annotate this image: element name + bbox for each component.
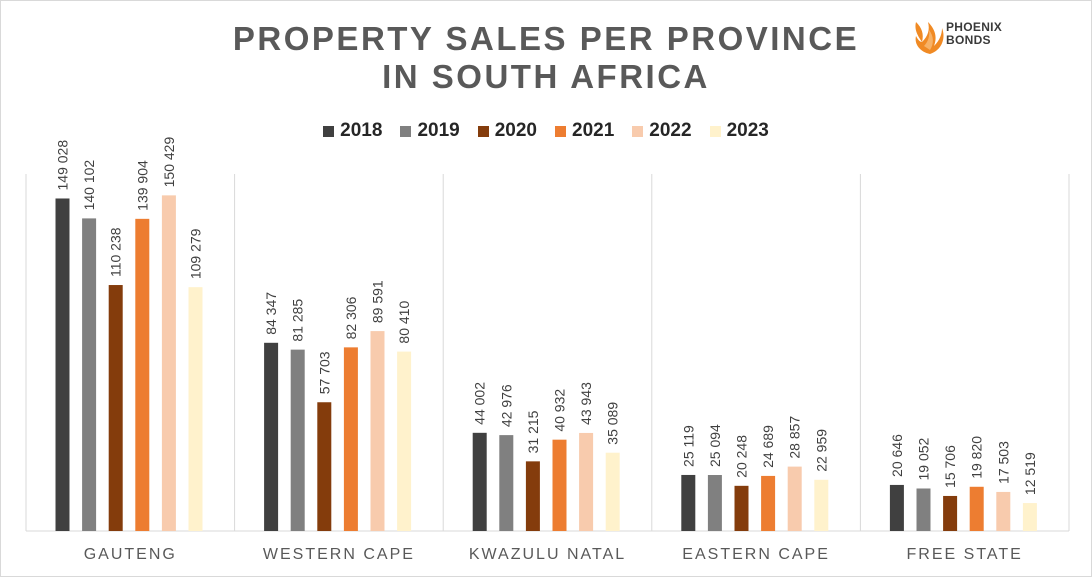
legend-swatch-2020 — [477, 125, 489, 137]
data-label: 22 959 — [813, 429, 829, 472]
chart-title: PROPERTY SALES PER PROVINCE IN SOUTH AFR… — [0, 20, 1092, 96]
legend-swatch-2023 — [709, 125, 721, 137]
data-label: 109 279 — [188, 228, 204, 279]
legend-item-2019: 2019 — [400, 120, 460, 142]
bar-2020-gauteng — [108, 285, 123, 531]
bar-2022-western-cape — [370, 331, 385, 531]
data-label: 17 503 — [995, 441, 1011, 484]
legend-swatch-2021 — [555, 125, 566, 137]
category-label: GAUTENG — [84, 546, 177, 563]
bar-2022-eastern-cape — [787, 466, 802, 531]
bar-2021-free-state — [969, 486, 984, 531]
data-label: 40 932 — [552, 389, 568, 432]
bar-2020-free-state — [943, 495, 958, 531]
data-label: 25 119 — [680, 425, 696, 467]
bar-2019-kwazulu-natal — [499, 435, 514, 531]
chart-legend: 2018 2019 2020 2021 2022 2023 — [0, 120, 1092, 142]
legend-item-2020: 2020 — [477, 120, 537, 142]
bar-2021-kwazulu-natal — [552, 439, 567, 531]
category-label: WESTERN CAPE — [263, 546, 415, 563]
data-label: 81 285 — [290, 299, 306, 342]
legend-item-2023: 2023 — [709, 120, 769, 142]
bar-2020-kwazulu-natal — [525, 461, 540, 531]
bar-2019-gauteng — [82, 218, 97, 532]
bar-2019-western-cape — [290, 349, 305, 531]
legend-swatch-2019 — [400, 125, 412, 137]
legend-label-2021: 2021 — [572, 120, 615, 141]
bar-2022-free-state — [996, 491, 1011, 531]
data-label: 82 306 — [343, 296, 359, 339]
bar-2021-gauteng — [135, 218, 150, 531]
data-label: 25 094 — [707, 424, 723, 467]
legend-label-2020: 2020 — [494, 120, 537, 141]
legend-label-2018: 2018 — [340, 120, 383, 141]
bar-2023-gauteng — [188, 287, 203, 531]
data-label: 28 857 — [787, 416, 803, 459]
data-label: 15 706 — [942, 445, 958, 488]
data-label: 12 519 — [1022, 452, 1038, 495]
logo-text-line-1: PHOENIX — [946, 20, 1003, 34]
legend-swatch-2018 — [323, 125, 335, 137]
bar-2018-gauteng — [55, 198, 70, 532]
data-label: 140 102 — [81, 160, 97, 211]
bar-2023-free-state — [1022, 503, 1037, 531]
bar-2023-eastern-cape — [814, 479, 829, 531]
data-label: 80 410 — [396, 301, 412, 344]
category-label: KWAZULU NATAL — [469, 546, 626, 563]
phoenix-flame-icon — [915, 22, 944, 54]
legend-label-2022: 2022 — [649, 120, 692, 141]
bar-2019-free-state — [916, 488, 931, 531]
data-label: 42 976 — [498, 384, 514, 427]
bar-2020-eastern-cape — [734, 485, 749, 531]
legend-item-2022: 2022 — [632, 120, 692, 142]
data-label: 139 904 — [134, 160, 150, 211]
legend-item-2021: 2021 — [555, 120, 614, 142]
data-label: 150 429 — [161, 137, 177, 188]
legend-item-2018: 2018 — [323, 120, 382, 142]
bar-2020-western-cape — [317, 402, 332, 531]
bar-2019-eastern-cape — [707, 475, 722, 531]
bar-2018-free-state — [889, 484, 904, 531]
data-label: 20 646 — [889, 434, 905, 477]
bar-2021-western-cape — [343, 347, 358, 531]
data-label: 31 215 — [525, 410, 541, 453]
bar-2018-kwazulu-natal — [472, 432, 487, 531]
phoenix-bonds-logo: PHOENIX BONDS — [912, 16, 1042, 60]
bar-2018-western-cape — [264, 342, 279, 531]
category-label: FREE STATE — [907, 546, 1023, 563]
data-label: 84 347 — [263, 292, 279, 335]
logo-text-line-2: BONDS — [946, 33, 991, 47]
legend-swatch-2022 — [632, 125, 644, 137]
bar-2022-gauteng — [161, 195, 176, 532]
bar-2021-eastern-cape — [761, 475, 776, 531]
data-label: 89 591 — [370, 280, 386, 323]
bar-2023-western-cape — [397, 351, 412, 531]
data-label: 43 943 — [578, 382, 594, 425]
bar-2023-kwazulu-natal — [605, 452, 620, 531]
chart-title-line-1: PROPERTY SALES PER PROVINCE — [232, 20, 860, 57]
bar-2018-eastern-cape — [681, 474, 696, 531]
data-label: 35 089 — [605, 402, 621, 445]
data-label: 110 238 — [108, 227, 124, 277]
chart-title-line-2: IN SOUTH AFRICA — [382, 58, 710, 95]
data-label: 44 002 — [472, 382, 488, 425]
data-label: 149 028 — [55, 140, 71, 191]
category-label: EASTERN CAPE — [682, 546, 830, 563]
data-label: 20 248 — [734, 435, 750, 478]
data-label: 19 820 — [969, 436, 985, 479]
data-label: 19 052 — [916, 437, 932, 480]
data-label: 24 689 — [760, 425, 776, 468]
legend-label-2019: 2019 — [417, 120, 460, 141]
data-label: 57 703 — [316, 351, 332, 394]
logo-text: PHOENIX BONDS — [946, 21, 1002, 47]
bar-2022-kwazulu-natal — [579, 432, 594, 531]
legend-label-2023: 2023 — [726, 120, 769, 141]
